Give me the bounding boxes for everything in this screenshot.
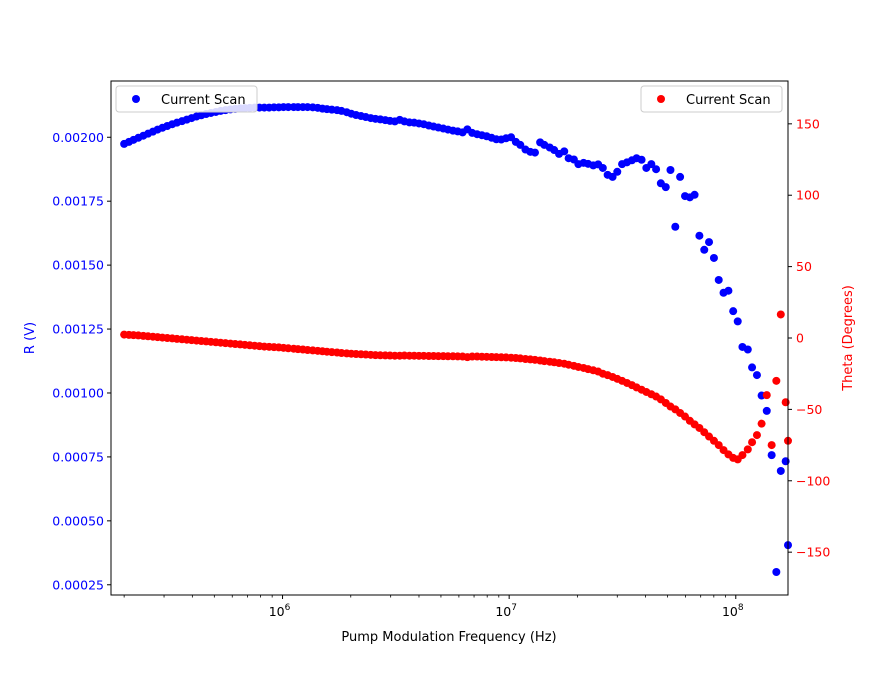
right-y-tick-label: 100: [796, 188, 820, 203]
left-series-points: [120, 103, 792, 576]
r-data-point: [613, 167, 622, 176]
legend-right-label: Current Scan: [686, 93, 771, 108]
r-data-point: [695, 231, 704, 240]
r-data-point: [560, 147, 569, 156]
r-data-point: [705, 238, 714, 247]
x-tick-label: 108: [722, 603, 744, 619]
r-data-point: [752, 371, 761, 380]
theta-data-point: [714, 441, 723, 450]
left-y-tick-label: 0.00175: [52, 194, 104, 209]
r-data-point: [724, 286, 733, 295]
right-y-tick-label: −50: [796, 402, 822, 417]
r-data-point: [530, 148, 539, 157]
r-data-point: [733, 317, 742, 326]
legend-right: Current Scan: [640, 85, 783, 113]
r-data-point: [608, 172, 617, 181]
r-data-point: [762, 406, 771, 415]
theta-data-point: [743, 445, 752, 454]
r-data-point: [676, 172, 685, 181]
axes: 0.00025 0.00050 0.00075 0.00100 0.00125 0.001…: [52, 116, 830, 619]
theta-data-point: [738, 451, 747, 460]
r-data-point: [666, 165, 675, 174]
theta-data-point: [752, 431, 761, 440]
left-y-tick-label: 0.00150: [52, 258, 104, 273]
left-y-tick-label: 0.00025: [52, 577, 104, 592]
theta-data-point: [772, 376, 781, 385]
r-data-point: [772, 567, 781, 576]
right-y-tick-label: 50: [796, 259, 812, 274]
r-data-point: [729, 307, 738, 316]
theta-data-point: [776, 310, 785, 319]
left-y-axis-label: R (V): [23, 322, 38, 354]
r-data-point: [671, 222, 680, 231]
r-data-point: [516, 140, 525, 149]
r-data-point: [714, 275, 723, 284]
r-data-point: [767, 451, 776, 460]
r-data-point: [647, 160, 656, 169]
right-y-tick-label: 0: [796, 331, 804, 346]
left-y-tick-label: 0.00200: [52, 130, 104, 145]
legend-left-box: [115, 85, 258, 113]
x-tick-label: 107: [495, 603, 517, 619]
x-tick-label: 106: [269, 603, 291, 619]
legend-left-marker: [132, 95, 140, 103]
theta-data-point: [767, 441, 776, 450]
r-data-point: [743, 345, 752, 354]
legend-left-label: Current Scan: [161, 93, 246, 108]
theta-data-point: [762, 391, 771, 400]
r-data-point: [700, 245, 709, 254]
r-data-point: [748, 363, 757, 372]
plot-frame: [110, 80, 789, 596]
right-y-axis-label: Theta (Degrees): [841, 285, 856, 392]
left-y-tick-label: 0.00100: [52, 385, 104, 400]
left-y-tick-label: 0.00125: [52, 322, 104, 337]
r-data-point: [690, 190, 699, 199]
legend-left: Current Scan: [115, 85, 258, 113]
theta-data-point: [748, 438, 757, 447]
right-y-tick-label: −100: [796, 473, 830, 488]
right-series-points: [120, 310, 792, 464]
r-data-point: [598, 163, 607, 172]
legend-right-box: [640, 85, 783, 113]
right-y-tick-label: 150: [796, 116, 820, 131]
legend-right-marker: [657, 95, 665, 103]
r-data-point: [661, 183, 670, 192]
r-data-point: [709, 253, 718, 262]
right-y-tick-label: −150: [796, 545, 830, 560]
left-y-tick-label: 0.00050: [52, 513, 104, 528]
left-y-tick-label: 0.00075: [52, 449, 104, 464]
theta-data-point: [757, 419, 766, 428]
x-axis-label: Pump Modulation Frequency (Hz): [341, 630, 556, 645]
r-data-point: [652, 165, 661, 174]
r-data-point: [776, 466, 785, 475]
r-data-point: [637, 155, 646, 164]
